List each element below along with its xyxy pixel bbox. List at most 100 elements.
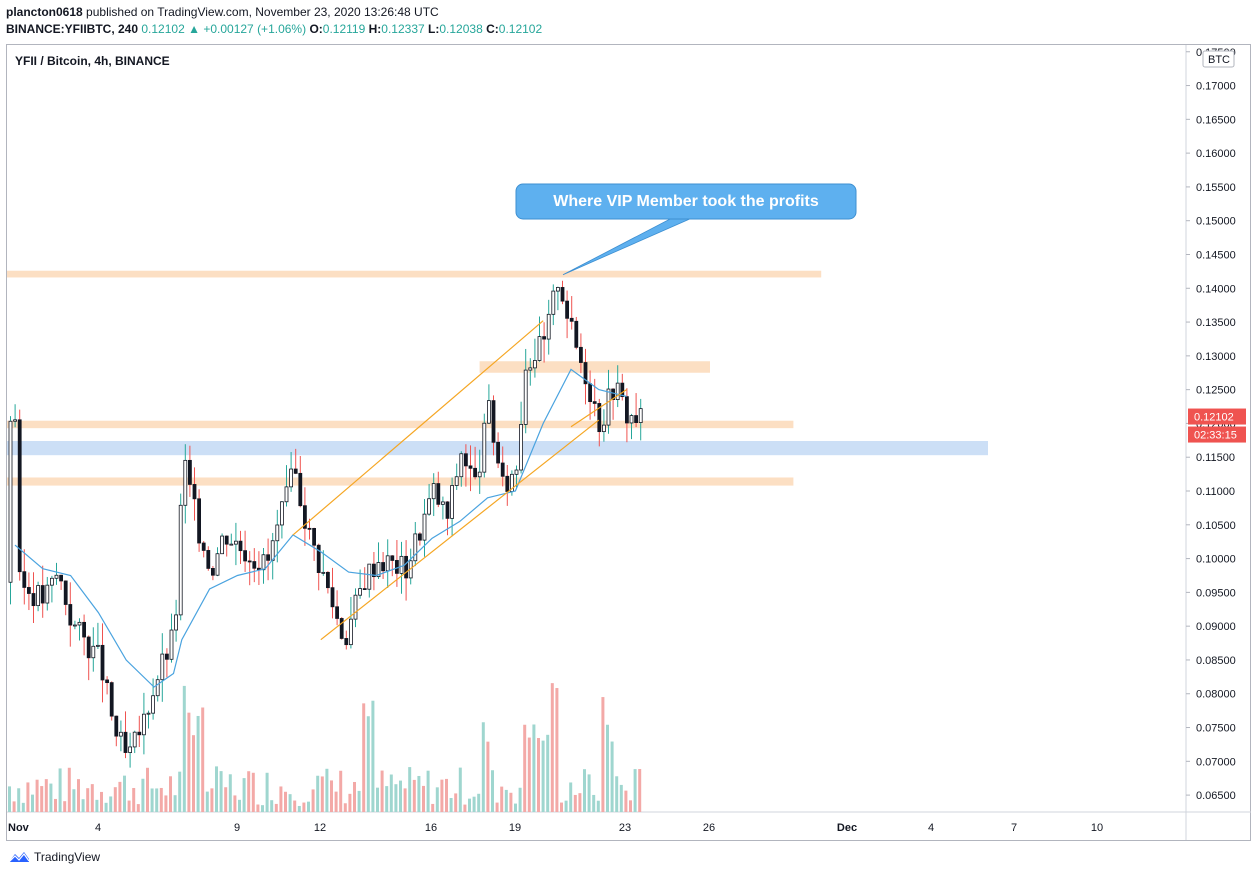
price-tick-label: 0.15500: [1196, 182, 1236, 194]
volume-bar: [578, 793, 582, 812]
volume-bar: [54, 798, 57, 812]
candle-body: [592, 401, 597, 404]
candle-body: [450, 485, 455, 519]
candle-body: [482, 422, 487, 473]
candle-body: [109, 682, 114, 717]
volume-bar: [205, 791, 209, 812]
candle-body: [565, 300, 569, 319]
open-value: 0.12119: [322, 22, 366, 36]
time-tick-label: 19: [509, 822, 521, 834]
volume-bar: [550, 683, 554, 812]
candle-body: [491, 400, 496, 443]
candle-body: [583, 362, 588, 385]
candle-body: [22, 571, 27, 588]
candle-body: [523, 369, 528, 425]
candle-body: [463, 453, 468, 467]
candle-body: [638, 408, 643, 423]
candle-body: [82, 621, 86, 638]
candle-body: [404, 555, 409, 579]
volume-bar: [541, 740, 545, 812]
volume-bar: [454, 793, 458, 812]
volume-bar: [606, 724, 609, 812]
volume-bar: [633, 769, 637, 812]
price-tick-label: 0.13000: [1196, 351, 1236, 363]
volume-bar: [389, 774, 393, 812]
candle-body: [178, 504, 183, 616]
candle-body: [252, 561, 257, 569]
volume-bar: [104, 802, 108, 812]
candle-body: [325, 571, 330, 589]
volume-bar: [523, 724, 527, 812]
volume-bar: [495, 802, 499, 812]
candle-body: [330, 587, 335, 608]
candle-body: [160, 653, 165, 681]
published-text: published on TradingView.com, November 2…: [86, 5, 439, 19]
candle-body: [371, 563, 376, 578]
volume-bar: [532, 724, 536, 812]
candle-body: [247, 560, 252, 563]
candle-body: [560, 287, 565, 302]
volume-bar: [357, 790, 361, 812]
volume-bar: [251, 772, 255, 812]
volume-bar: [458, 767, 462, 812]
candle-body: [96, 644, 100, 647]
candle-body: [114, 715, 119, 737]
volume-bar: [215, 766, 218, 812]
candle-body: [537, 336, 542, 361]
candle-body: [440, 501, 445, 505]
candle-body: [68, 604, 73, 626]
time-tick-label: 16: [425, 822, 437, 834]
volume-bar: [201, 707, 205, 812]
volume-bar: [109, 796, 113, 812]
candle-body: [519, 423, 523, 471]
moving-average-line: [14, 368, 627, 688]
volume-bar: [463, 804, 467, 812]
candle-body: [302, 505, 307, 529]
tradingview-footer[interactable]: TradingView: [8, 850, 100, 864]
candle-body: [164, 653, 169, 660]
candle-body: [243, 550, 248, 562]
price-tick-label: 0.08500: [1196, 655, 1236, 667]
volume-bar: [403, 788, 407, 812]
candle-body: [339, 618, 344, 639]
high-label: H:: [368, 22, 382, 36]
callout-pointer: [562, 217, 693, 276]
volume-bar: [394, 784, 398, 812]
volume-bar: [284, 791, 287, 812]
time-tick-label: 4: [95, 822, 101, 834]
price-tick-label: 0.13500: [1196, 317, 1236, 329]
candle-body: [183, 459, 188, 506]
candle-body: [574, 320, 579, 348]
time-tick-label: 23: [619, 822, 631, 834]
volume-bar: [302, 802, 306, 812]
candle-body: [321, 571, 326, 574]
volume-bar: [118, 781, 122, 812]
candle-body: [137, 731, 142, 736]
price-tick-label: 0.16000: [1196, 148, 1236, 160]
publisher-name[interactable]: plancton0618: [6, 5, 83, 19]
candle-body: [26, 587, 31, 594]
candle-body: [486, 400, 491, 424]
candle-body: [394, 560, 399, 574]
candle-body: [344, 638, 349, 646]
callout-box: [515, 183, 857, 220]
volume-bar: [238, 799, 241, 812]
time-tick-label: 26: [703, 822, 715, 834]
last-price-tag: 0.12102: [1194, 412, 1234, 424]
volume-bar: [610, 741, 614, 812]
volume-bar: [233, 795, 237, 812]
price-tick-label: 0.10500: [1196, 520, 1236, 532]
volume-bar: [596, 800, 600, 812]
candle-body: [132, 731, 137, 748]
candle-body: [45, 584, 50, 604]
volume-bar: [569, 782, 573, 812]
volume-bar: [417, 775, 421, 812]
candle-body: [123, 731, 128, 753]
change-value: +0.00127 (+1.06%): [203, 22, 307, 36]
candle-body: [8, 420, 13, 583]
volume-bar: [123, 775, 126, 812]
candle-body: [634, 415, 638, 423]
volume-bar: [573, 794, 577, 812]
volume-bar: [192, 735, 195, 812]
